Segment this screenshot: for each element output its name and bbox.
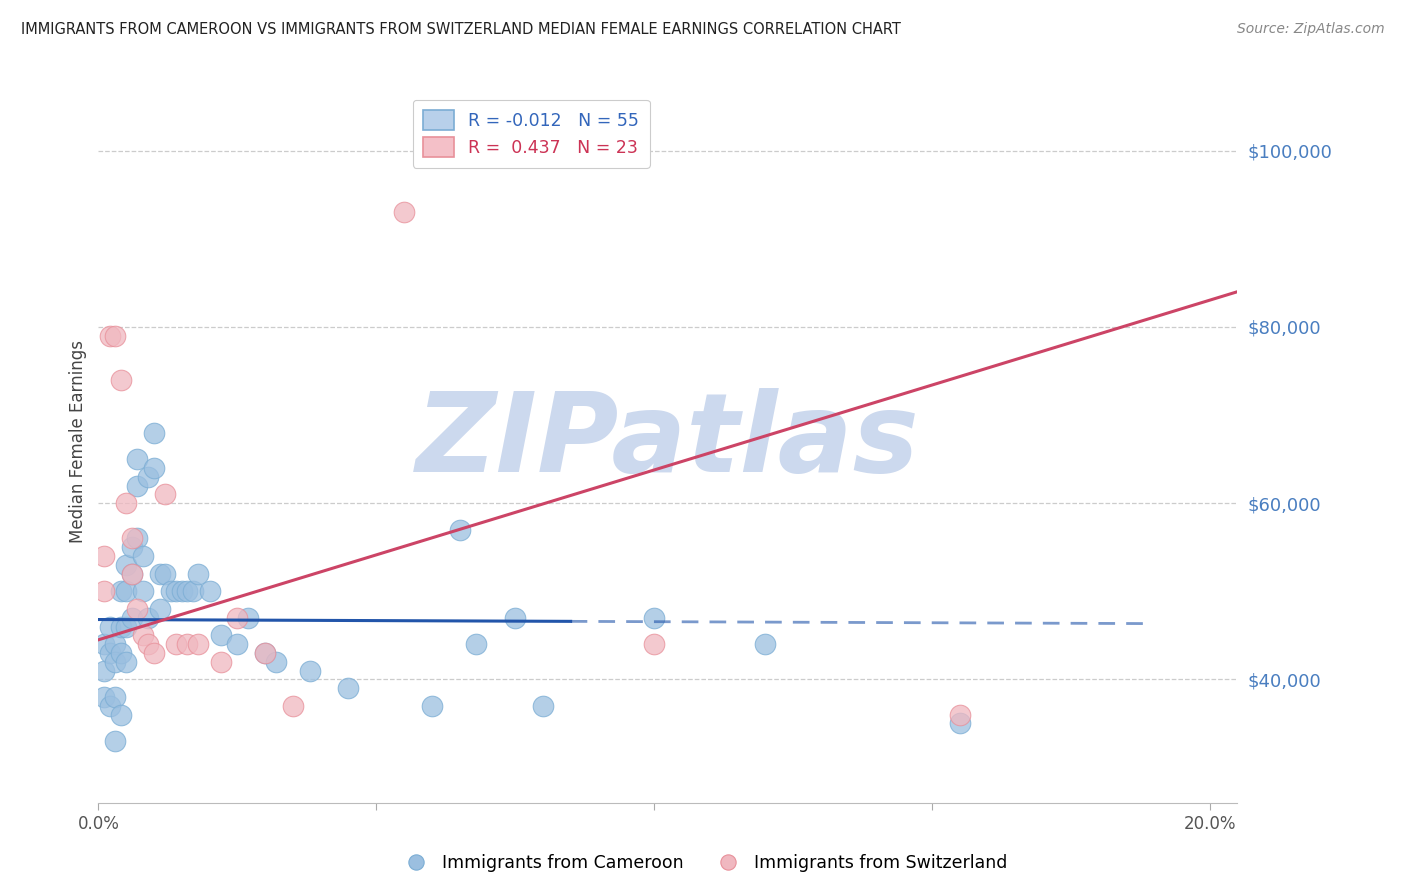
Point	[165, 637, 187, 651]
Point	[226, 611, 249, 625]
Point	[104, 328, 127, 343]
Point	[643, 611, 665, 625]
Point	[337, 681, 360, 696]
Point	[110, 373, 132, 387]
Point	[143, 461, 166, 475]
Point	[93, 549, 115, 563]
Point	[159, 584, 181, 599]
Point	[93, 664, 115, 678]
Point	[115, 496, 138, 510]
Text: IMMIGRANTS FROM CAMEROON VS IMMIGRANTS FROM SWITZERLAND MEDIAN FEMALE EARNINGS C: IMMIGRANTS FROM CAMEROON VS IMMIGRANTS F…	[21, 22, 901, 37]
Point	[449, 523, 471, 537]
Point	[132, 584, 155, 599]
Text: Source: ZipAtlas.com: Source: ZipAtlas.com	[1237, 22, 1385, 37]
Point	[209, 655, 232, 669]
Point	[121, 566, 143, 581]
Point	[148, 566, 170, 581]
Point	[98, 646, 121, 660]
Point	[138, 470, 160, 484]
Point	[93, 637, 115, 651]
Point	[420, 698, 443, 713]
Point	[132, 628, 155, 642]
Point	[392, 205, 415, 219]
Point	[153, 487, 176, 501]
Point	[121, 541, 143, 555]
Point	[93, 690, 115, 704]
Point	[121, 532, 143, 546]
Point	[187, 566, 209, 581]
Point	[254, 646, 277, 660]
Y-axis label: Median Female Earnings: Median Female Earnings	[69, 340, 87, 543]
Point	[226, 637, 249, 651]
Point	[187, 637, 209, 651]
Point	[127, 478, 149, 492]
Point	[110, 619, 132, 633]
Point	[98, 328, 121, 343]
Point	[254, 646, 277, 660]
Point	[143, 646, 166, 660]
Point	[121, 611, 143, 625]
Legend: Immigrants from Cameroon, Immigrants from Switzerland: Immigrants from Cameroon, Immigrants fro…	[392, 847, 1014, 879]
Point	[98, 619, 121, 633]
Point	[198, 584, 221, 599]
Point	[948, 707, 970, 722]
Point	[754, 637, 776, 651]
Point	[238, 611, 260, 625]
Point	[115, 584, 138, 599]
Point	[138, 637, 160, 651]
Point	[531, 698, 554, 713]
Point	[209, 628, 232, 642]
Point	[264, 655, 287, 669]
Point	[176, 584, 198, 599]
Point	[170, 584, 193, 599]
Point	[104, 655, 127, 669]
Point	[98, 698, 121, 713]
Point	[127, 452, 149, 467]
Point	[115, 655, 138, 669]
Legend: R = -0.012   N = 55, R =  0.437   N = 23: R = -0.012 N = 55, R = 0.437 N = 23	[413, 100, 650, 168]
Point	[153, 566, 176, 581]
Point	[298, 664, 321, 678]
Point	[181, 584, 204, 599]
Point	[127, 532, 149, 546]
Point	[465, 637, 488, 651]
Text: ZIPatlas: ZIPatlas	[416, 388, 920, 495]
Point	[138, 611, 160, 625]
Point	[110, 646, 132, 660]
Point	[93, 584, 115, 599]
Point	[104, 637, 127, 651]
Point	[104, 690, 127, 704]
Point	[132, 549, 155, 563]
Point	[110, 584, 132, 599]
Point	[176, 637, 198, 651]
Point	[127, 602, 149, 616]
Point	[104, 734, 127, 748]
Point	[121, 566, 143, 581]
Point	[281, 698, 304, 713]
Point	[115, 558, 138, 572]
Point	[143, 425, 166, 440]
Point	[503, 611, 526, 625]
Point	[115, 619, 138, 633]
Point	[948, 716, 970, 731]
Point	[148, 602, 170, 616]
Point	[165, 584, 187, 599]
Point	[643, 637, 665, 651]
Point	[110, 707, 132, 722]
